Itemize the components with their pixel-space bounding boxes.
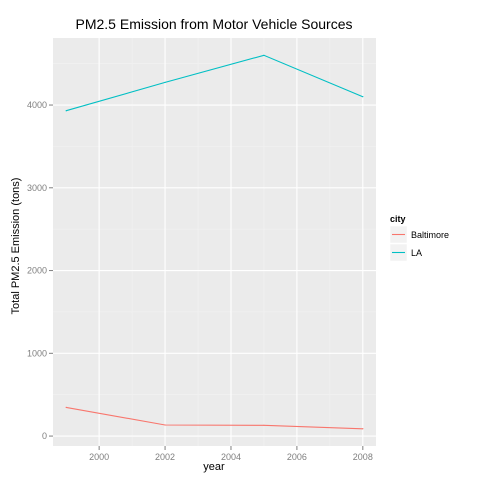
y-tick-label: 2000 [27,266,47,276]
data-point-baltimore [65,406,67,408]
plot-panel [53,38,376,446]
x-tick-label: 2002 [155,452,175,462]
chart-title: PM2.5 Emission from Motor Vehicle Source… [76,16,353,32]
y-tick-label: 0 [42,431,47,441]
legend-label-baltimore: Baltimore [411,230,449,240]
data-point-la [263,54,265,56]
data-point-baltimore [362,428,364,430]
data-point-la [65,110,67,112]
data-point-baltimore [263,424,265,426]
x-axis: 2000 2002 2004 2006 2008 [89,446,373,462]
data-point-baltimore [164,424,166,426]
y-axis: 0 1000 2000 3000 4000 [27,100,53,441]
y-tick-label: 3000 [27,183,47,193]
series-lines [65,54,364,430]
y-axis-title: Total PM2.5 Emission (tons) [10,178,22,315]
y-tick-label: 1000 [27,348,47,358]
x-tick-label: 2006 [287,452,307,462]
x-tick-label: 2008 [353,452,373,462]
x-tick-label: 2004 [221,452,241,462]
series-line-baltimore [66,406,363,430]
data-point-la [164,81,166,83]
legend: city Baltimore LA [389,214,449,262]
data-point-la [362,96,364,98]
series-line-la [66,54,364,112]
y-tick-label: 4000 [27,100,47,110]
legend-title: city [390,214,406,224]
grid [53,38,376,446]
legend-label-la: LA [411,248,422,258]
x-axis-title: year [203,461,225,473]
x-tick-label: 2000 [89,452,109,462]
